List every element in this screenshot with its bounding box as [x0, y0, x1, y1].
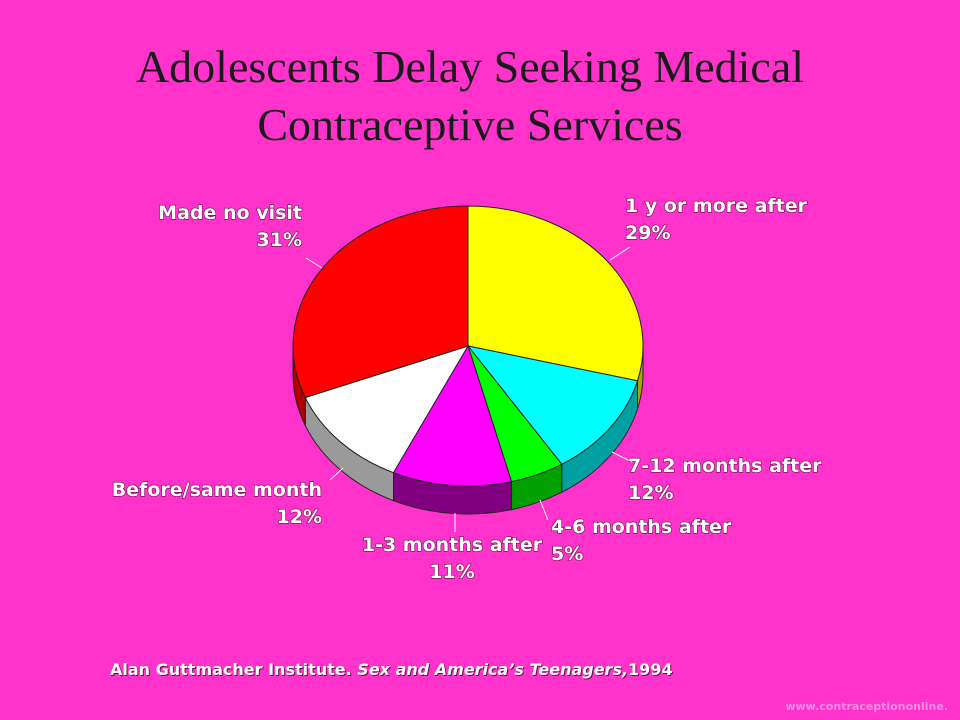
slice-label-made-no-visit: Made no visit: [158, 202, 302, 224]
leader-line-4-6-months-after: [539, 499, 549, 521]
slice-value-7-12-months-after: 12%: [628, 482, 673, 504]
pie-slice-1-3-months-after: [392, 344, 513, 487]
slice-label-4-6-months-after: 4-6 months after: [551, 516, 732, 538]
leader-line-made-no-visit: [305, 257, 323, 269]
pie-slice-1-y-or-more-after: [467, 205, 644, 382]
slice-label-7-12-months-after: 7-12 months after: [628, 455, 822, 477]
slice-value-before-same-month: 12%: [277, 506, 322, 528]
source-citation: Alan Guttmacher Institute. Sex and Ameri…: [110, 660, 673, 679]
title-line-1: Adolescents Delay Seeking Medical: [135, 41, 805, 92]
slice-label-before-same-month: Before/same month: [112, 479, 322, 501]
source-author: Alan Guttmacher Institute.: [110, 660, 358, 679]
slice-value-made-no-visit: 31%: [257, 229, 302, 251]
leader-line-before-same-month: [329, 467, 344, 481]
pie-slice-7-12-months-after: [466, 345, 639, 465]
slice-value-1-3-months-after: 11%: [429, 561, 474, 583]
slice-value-4-6-months-after: 5%: [551, 543, 583, 565]
pie-slice-before-same-month: [304, 345, 470, 474]
watermark: www.contraceptiononline.: [785, 700, 948, 713]
leader-lines: [305, 246, 633, 532]
slice-value-1-y-or-more-after: 29%: [625, 222, 670, 244]
slice-label-1-3-months-after: 1-3 months after: [362, 534, 543, 556]
leader-line-1-y-or-more-after: [609, 246, 631, 261]
slice-labels: 1 y or more after 29% 7-12 months after 12%…: [111, 194, 823, 583]
chart-title: Adolescents Delay Seeking Medical Contra…: [0, 38, 940, 154]
title-line-2: Contraceptive Services: [257, 99, 683, 150]
source-book: Sex and America’s Teenagers,: [357, 660, 629, 679]
pie-slices: [292, 205, 644, 487]
pie-slice-made-no-visit: [292, 205, 469, 399]
leader-line-7-12-months-after: [611, 451, 633, 463]
source-year: 1994: [628, 660, 673, 679]
slice-label-1-y-or-more-after: 1 y or more after: [625, 195, 808, 217]
